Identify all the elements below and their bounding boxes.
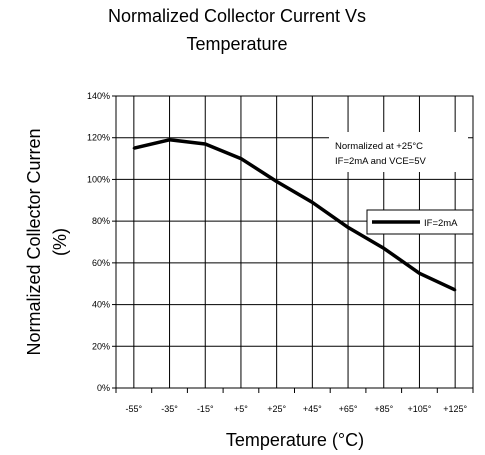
data-point <box>453 288 457 292</box>
y-tick-label: 20% <box>92 341 110 351</box>
annotation-line-1: Normalized at +25°C <box>335 141 423 152</box>
series-line <box>133 138 456 292</box>
y-tick-label: 40% <box>92 300 110 310</box>
y-tick-label: 100% <box>87 174 110 184</box>
x-tick-label: +85° <box>374 404 393 414</box>
data-point <box>382 247 385 250</box>
x-tick-label: +45° <box>303 404 322 414</box>
chart-title-line-2: Temperature <box>186 34 287 54</box>
data-point <box>204 142 207 146</box>
data-point <box>239 157 243 160</box>
legend-label: IF=2mA <box>424 218 458 229</box>
x-tick-label: +5° <box>234 404 248 414</box>
y-tick-label: 120% <box>87 133 110 143</box>
x-tick-label: -15° <box>197 404 214 414</box>
x-tick-label: -55° <box>126 404 143 414</box>
x-axis-title: Temperature (°C) <box>226 430 364 450</box>
data-point <box>168 138 171 141</box>
chart-title-line-1: Normalized Collector Current Vs <box>108 6 366 26</box>
x-tick-label: +65° <box>339 404 358 414</box>
series-layer <box>132 138 457 292</box>
y-tick-label: 60% <box>92 258 110 268</box>
data-point <box>132 146 136 150</box>
x-tick-label: +125° <box>443 404 467 414</box>
data-point <box>275 180 278 183</box>
x-tick-label: +105° <box>408 404 432 414</box>
y-tick-label: 140% <box>87 91 110 101</box>
x-axis: -55° -35° -15° +5° +25° +45° +65° +85° +105° +125… <box>115 388 474 414</box>
annotation-box: Normalized at +25°C IF=2mA and VCE=5V <box>329 132 468 172</box>
data-point <box>311 201 314 204</box>
legend: IF=2mA <box>366 209 474 235</box>
x-tick-label: +25° <box>267 404 286 414</box>
data-point <box>418 272 421 275</box>
y-axis: 0% 20% 40% 60% 80% 100% 120% 140% <box>87 91 116 393</box>
annotation-line-2: IF=2mA and VCE=5V <box>335 156 426 167</box>
x-tick-label: -35° <box>161 404 178 414</box>
y-tick-label: 80% <box>92 216 110 226</box>
y-axis-title-line-1: Normalized Collector Curren <box>24 128 44 355</box>
data-point <box>346 226 350 229</box>
y-tick-label: 0% <box>97 383 110 393</box>
y-axis-title-line-2: (%) <box>50 228 70 256</box>
